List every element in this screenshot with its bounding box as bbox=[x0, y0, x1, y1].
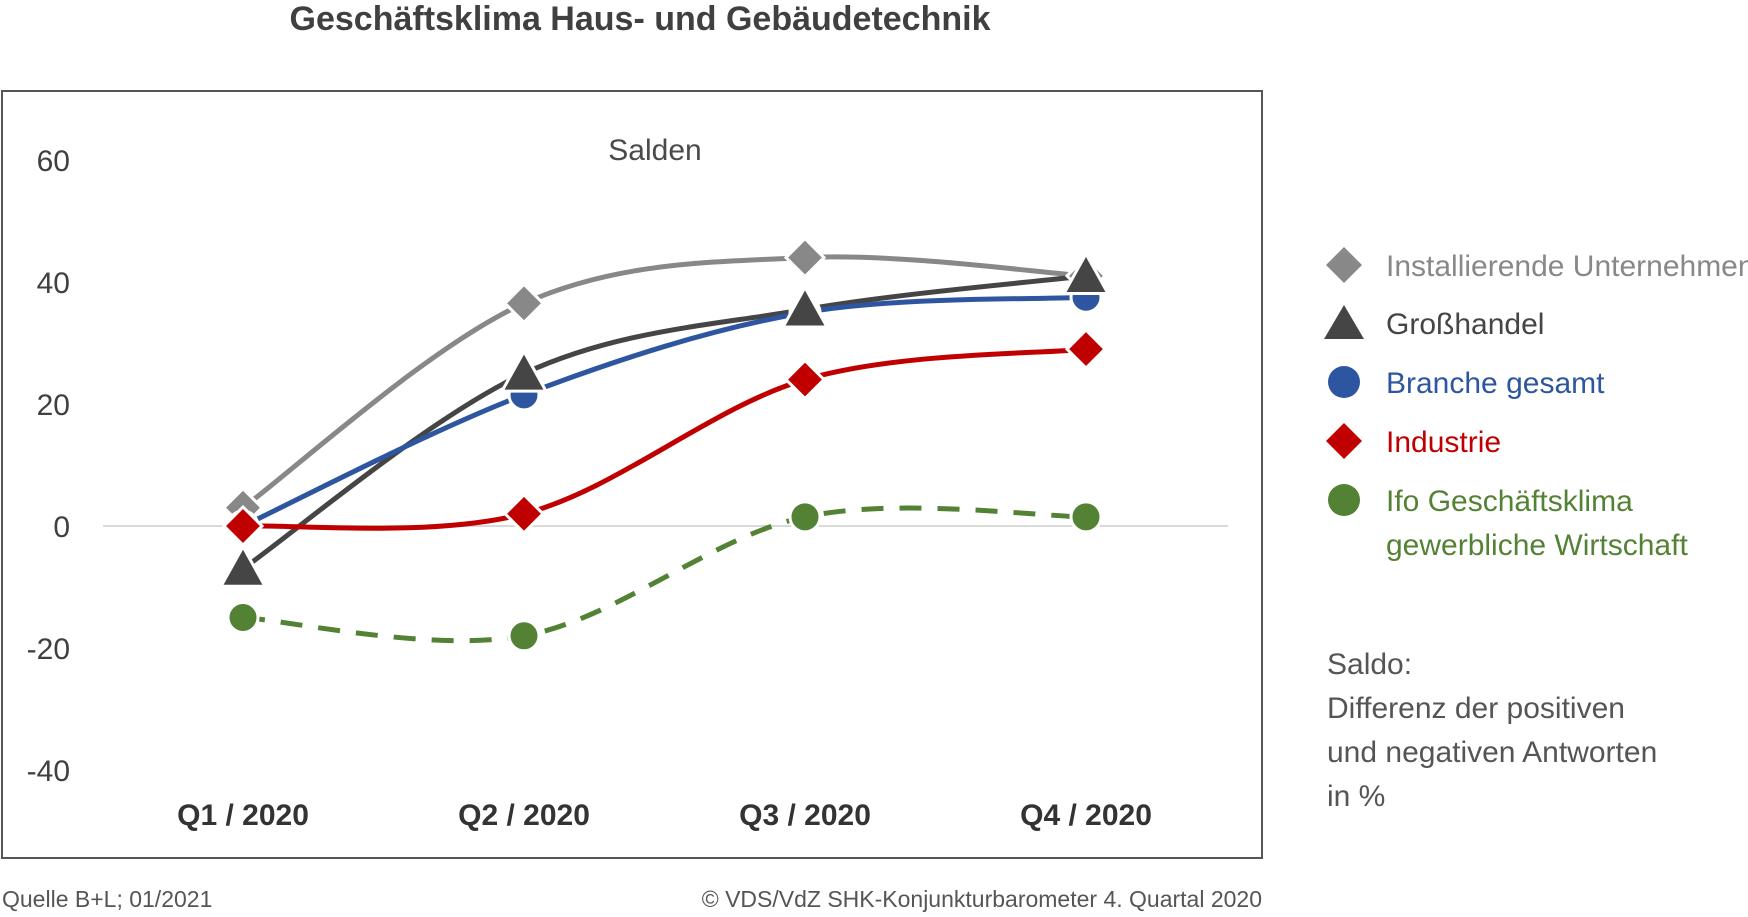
legend-marker bbox=[1326, 423, 1362, 459]
legend-label: Installierende Unternehmen bbox=[1386, 250, 1748, 283]
data-point bbox=[783, 236, 827, 279]
data-point bbox=[507, 619, 541, 653]
y-tick-label: -40 bbox=[27, 755, 70, 788]
y-tick-label: 60 bbox=[37, 145, 70, 178]
plot-frame bbox=[1, 90, 1263, 859]
x-tick-label: Q1 / 2020 bbox=[177, 799, 309, 832]
series-line bbox=[240, 294, 1089, 529]
x-tick-label: Q2 / 2020 bbox=[458, 799, 590, 832]
x-tick-label: Q3 / 2020 bbox=[739, 799, 871, 832]
note-line: Differenz der positiven bbox=[1327, 692, 1625, 725]
saldo-note: Saldo: Differenz der positiven und negat… bbox=[1327, 648, 1657, 813]
series-line bbox=[240, 254, 1089, 511]
note-line: und negativen Antworten bbox=[1327, 736, 1657, 769]
note-line: Saldo: bbox=[1327, 648, 1412, 681]
y-axis-ticks: 60 40 20 0 -20 -40 bbox=[27, 145, 70, 788]
data-point bbox=[218, 543, 268, 588]
legend-label: Branche gesamt bbox=[1386, 367, 1605, 400]
data-point bbox=[1069, 500, 1103, 534]
source-note: Quelle B+L; 01/2021 bbox=[2, 886, 212, 912]
series-line bbox=[242, 505, 1087, 644]
y-tick-label: -20 bbox=[27, 633, 70, 666]
legend-marker bbox=[1328, 484, 1360, 516]
legend-marker bbox=[1324, 305, 1364, 339]
data-point bbox=[502, 492, 546, 535]
x-axis-ticks: Q1 / 2020 Q2 / 2020 Q3 / 2020 Q4 / 2020 bbox=[177, 799, 1152, 832]
legend-marker bbox=[1328, 366, 1360, 398]
data-point bbox=[788, 500, 822, 534]
data-point bbox=[1061, 250, 1111, 295]
y-tick-label: 40 bbox=[37, 267, 70, 300]
data-point bbox=[780, 284, 830, 329]
legend-marker bbox=[1326, 247, 1362, 283]
legend: Installierende Unternehmen Großhandel Bran… bbox=[1324, 247, 1748, 562]
legend-label: gewerbliche Wirtschaft bbox=[1386, 529, 1688, 562]
note-line: in % bbox=[1327, 780, 1385, 813]
legend-label: Industrie bbox=[1386, 426, 1501, 459]
series-lines bbox=[240, 254, 1089, 644]
copyright-note: © VDS/VdZ SHK-Konjunkturbarometer 4. Qua… bbox=[702, 886, 1262, 912]
y-tick-label: 0 bbox=[53, 511, 70, 544]
data-point bbox=[502, 282, 546, 325]
series-line bbox=[240, 346, 1089, 531]
data-point bbox=[499, 348, 549, 393]
data-point bbox=[226, 601, 260, 634]
series-markers bbox=[218, 236, 1111, 653]
chart-subtitle: Salden bbox=[608, 134, 701, 167]
data-point bbox=[1064, 327, 1108, 371]
data-point bbox=[221, 504, 265, 548]
legend-label: Großhandel bbox=[1386, 308, 1544, 341]
legend-label: Ifo Geschäftsklima bbox=[1386, 485, 1633, 518]
y-tick-label: 20 bbox=[37, 389, 70, 422]
chart-title: Geschäftsklima Haus- und Gebäudetechnik bbox=[290, 0, 991, 38]
x-tick-label: Q4 / 2020 bbox=[1020, 799, 1152, 832]
data-point bbox=[783, 358, 827, 401]
series-line bbox=[240, 273, 1089, 572]
